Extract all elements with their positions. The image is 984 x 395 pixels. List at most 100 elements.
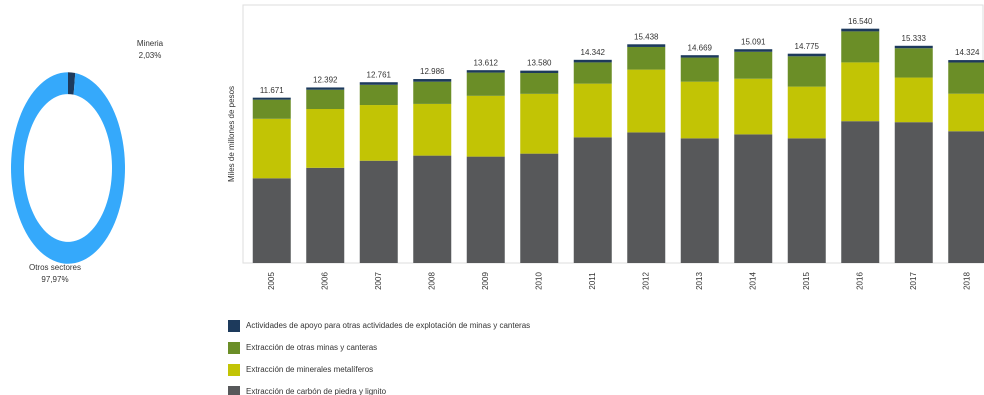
bar-segment — [359, 160, 398, 263]
bar-segment — [680, 138, 719, 263]
donut — [11, 72, 126, 264]
bar-segment — [359, 82, 398, 85]
legend-label: Extracción de otras minas y canteras — [246, 343, 377, 352]
bar-segment — [948, 60, 984, 63]
bar-segment — [413, 81, 452, 104]
legend-swatch — [228, 320, 240, 332]
slice-label: Otros sectores — [29, 263, 81, 272]
bar-segment — [734, 49, 773, 52]
bar-segment — [252, 178, 291, 263]
bar-segment — [627, 44, 666, 47]
total-label: 12.986 — [420, 67, 445, 76]
x-tick-label: 2005 — [267, 272, 276, 290]
legend-swatch — [228, 342, 240, 354]
total-label: 11.671 — [260, 86, 284, 95]
bar-segment — [787, 138, 826, 263]
bar-segment — [466, 95, 505, 157]
x-tick-label: 2006 — [320, 272, 329, 290]
bar-segment — [306, 167, 345, 263]
bar-segment — [573, 137, 612, 263]
bar-segment — [948, 93, 984, 132]
bar-segment — [894, 45, 933, 49]
x-tick-label: 2016 — [855, 272, 864, 290]
bar-segment — [627, 132, 666, 263]
x-tick-label: 2015 — [802, 272, 811, 290]
bar-segment — [841, 31, 880, 63]
bar-segment — [306, 109, 345, 168]
slice-label: Mineria — [137, 39, 164, 48]
bar-segment — [520, 93, 559, 154]
bar-segment — [841, 121, 880, 263]
bar-segment — [894, 48, 933, 78]
bar-segment — [359, 84, 398, 106]
x-tick-label: 2012 — [641, 272, 650, 290]
bar-segment — [894, 77, 933, 123]
bar-segment — [252, 118, 291, 179]
bar-segment — [306, 87, 345, 90]
bar-segment — [520, 70, 559, 74]
total-label: 13.580 — [527, 59, 552, 68]
bar-segment — [573, 59, 612, 63]
bar-segment — [894, 122, 933, 263]
bar-segment — [413, 79, 452, 82]
bar-segment — [680, 57, 719, 82]
bar-segment — [252, 97, 291, 100]
x-tick-label: 2011 — [588, 272, 597, 290]
bar-segment — [413, 155, 452, 263]
x-tick-label: 2008 — [427, 272, 436, 290]
x-tick-label: 2018 — [962, 272, 971, 290]
x-tick-label: 2013 — [695, 272, 704, 290]
x-tick-label: 2014 — [748, 272, 757, 290]
bar-segment — [627, 46, 666, 70]
donut-slice — [11, 72, 126, 264]
bar-segment — [413, 103, 452, 156]
bar-segment — [359, 105, 398, 161]
total-label: 16.540 — [848, 17, 873, 26]
bar-segment — [680, 81, 719, 139]
bar-segment — [252, 99, 291, 119]
legend-label: Extracción de carbón de piedra y lignito — [246, 387, 387, 395]
bar-segment — [466, 72, 505, 96]
donut-slice — [68, 72, 76, 95]
total-label: 12.392 — [313, 76, 338, 85]
bar-segment — [734, 78, 773, 135]
total-label: 14.775 — [795, 42, 820, 51]
bar-segment — [520, 153, 559, 263]
bar-segment — [520, 73, 559, 94]
y-axis-title: Miles de millones de pesos — [227, 86, 236, 182]
x-tick-label: 2017 — [909, 272, 918, 290]
bar-segment — [841, 62, 880, 122]
bar-segment — [573, 62, 612, 84]
legend-swatch — [228, 386, 240, 395]
bar-segment — [948, 62, 984, 94]
total-label: 15.091 — [741, 37, 766, 46]
x-tick-label: 2009 — [481, 272, 490, 290]
legend-swatch — [228, 364, 240, 376]
bar-segment — [734, 51, 773, 79]
bar-segment — [787, 53, 826, 57]
legend-label: Extracción de minerales metalíferos — [246, 365, 373, 374]
slice-value-label: 97,97% — [41, 275, 68, 284]
total-label: 15.438 — [634, 32, 659, 41]
bar-segment — [734, 134, 773, 263]
total-label: 14.669 — [688, 43, 713, 52]
bar-segment — [466, 156, 505, 263]
bar-segment — [627, 69, 666, 133]
x-tick-label: 2010 — [534, 272, 543, 290]
bar-segment — [466, 70, 505, 73]
total-label: 13.612 — [474, 58, 499, 67]
slice-value-label: 2,03% — [139, 51, 162, 60]
bar-segment — [787, 56, 826, 87]
bar-segment — [787, 86, 826, 139]
bar-segment — [948, 131, 984, 263]
total-label: 15.333 — [902, 34, 927, 43]
bar-segment — [306, 89, 345, 110]
bar-segment — [841, 28, 880, 32]
total-label: 14.342 — [581, 48, 606, 57]
bar-segment — [573, 83, 612, 138]
total-label: 12.761 — [367, 70, 392, 79]
legend-label: Actividades de apoyo para otras activida… — [246, 321, 530, 330]
x-tick-label: 2007 — [374, 272, 383, 290]
